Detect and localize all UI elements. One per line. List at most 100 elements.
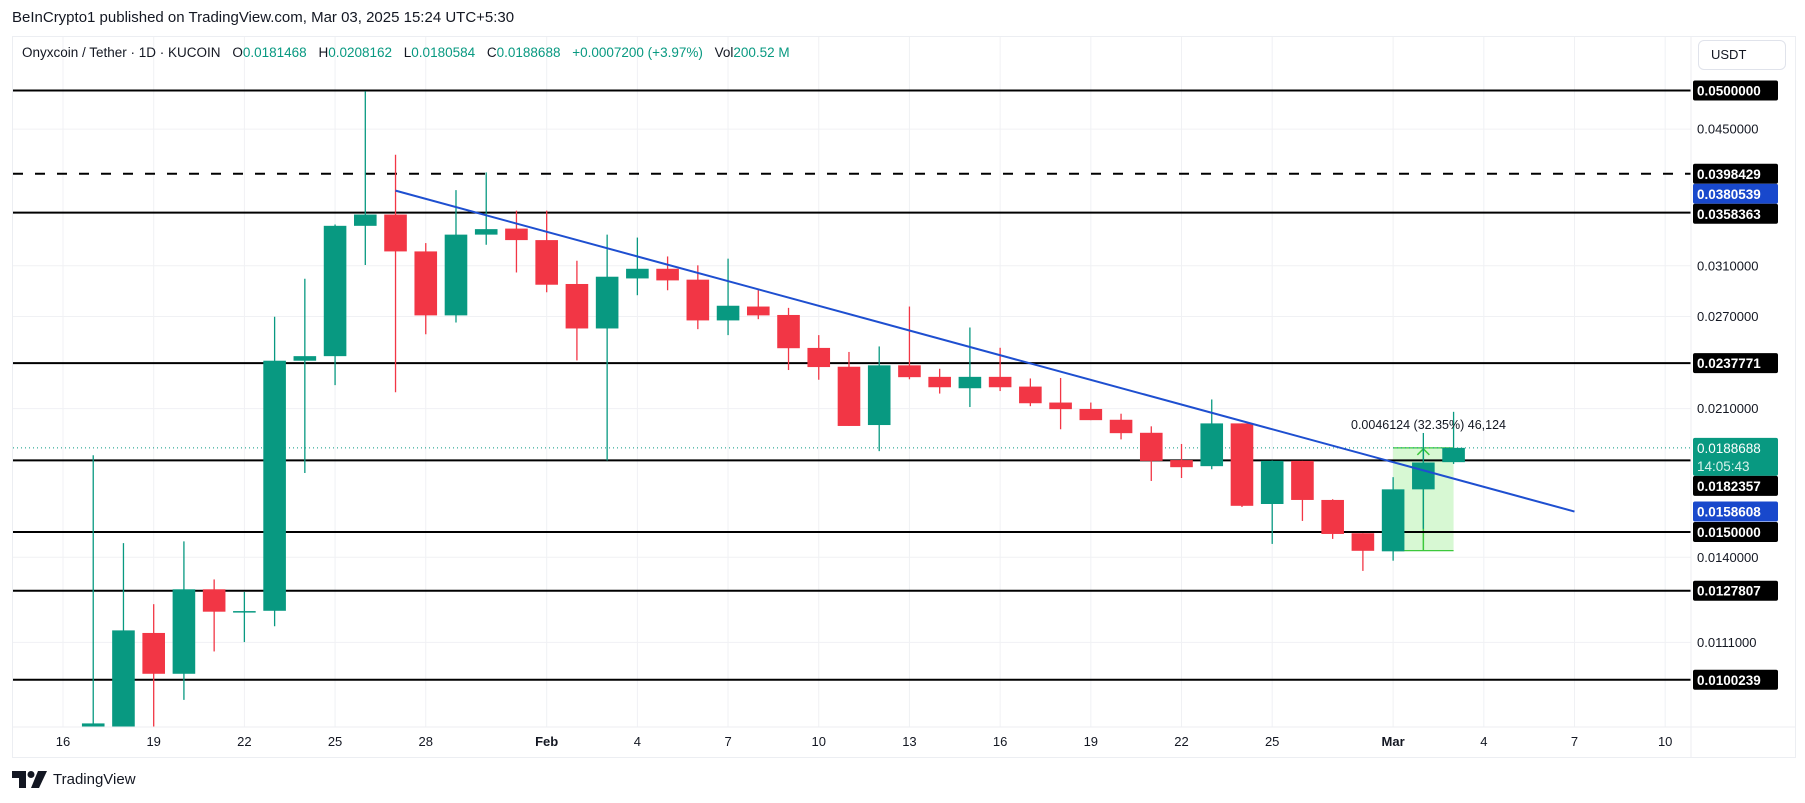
trendline[interactable] xyxy=(395,189,1575,513)
price-label-text: 0.0158608 xyxy=(1697,505,1761,520)
candle-body xyxy=(112,630,135,727)
candle-body xyxy=(1442,447,1465,463)
time-axis[interactable]: 16 19 22 25 28 Feb 4 7 10 13 16 19 22 25 Mar 4 7 10 xyxy=(56,734,1673,749)
candle-up xyxy=(474,172,498,245)
candle-body xyxy=(505,228,528,241)
price-tick-label: 0.0140000 xyxy=(1697,550,1758,565)
candle-body xyxy=(444,234,468,316)
time-tick-label: 7 xyxy=(1571,734,1578,749)
candle-body xyxy=(867,365,891,426)
time-tick-label: Feb xyxy=(535,734,558,749)
price-label-box xyxy=(1693,475,1778,496)
candle-down xyxy=(1170,443,1193,478)
candle-body xyxy=(898,365,921,378)
price-tick-label: 0.0210000 xyxy=(1697,401,1758,416)
price-tick-label: 0.0111000 xyxy=(1697,635,1757,650)
price-label-box xyxy=(1693,437,1778,476)
candle-body xyxy=(716,305,740,321)
open-value: 0.0181468 xyxy=(242,45,307,60)
candle-body xyxy=(1230,423,1254,506)
time-tick-label: 10 xyxy=(1658,734,1672,749)
level-price-label: 0.0237771 xyxy=(1693,353,1778,374)
chart-panel xyxy=(12,36,1796,758)
candle-body xyxy=(414,251,438,316)
high-value: 0.0208162 xyxy=(328,45,393,60)
candle-down xyxy=(807,335,831,380)
candle-body xyxy=(233,611,256,613)
candle-down xyxy=(898,306,921,380)
price-labels: 0.0500000 0.0398429 0.0380539 0.0358363 0.02… xyxy=(1693,80,1778,690)
level-price-label: 0.0398429 xyxy=(1693,163,1778,184)
candle-body xyxy=(1412,462,1435,490)
candle-body xyxy=(1351,533,1375,551)
candle-down xyxy=(142,604,165,727)
candle-body xyxy=(595,276,619,329)
candle-body xyxy=(746,306,770,316)
candle-body xyxy=(263,360,286,611)
candle-body xyxy=(384,214,407,252)
low-value: 0.0180584 xyxy=(411,45,476,60)
time-tick-label: 28 xyxy=(419,734,433,749)
candle-body xyxy=(202,589,226,612)
level-price-label: 0.0100239 xyxy=(1693,669,1778,690)
price-tick-label: 0.0310000 xyxy=(1697,258,1758,273)
candle-up xyxy=(716,258,740,336)
candle-down xyxy=(1049,377,1072,430)
level-price-label: 0.0182357 xyxy=(1693,475,1778,496)
candle-down xyxy=(746,288,770,320)
change-value: +0.0007200 (+3.97%) xyxy=(572,45,703,60)
price-label-text: 0.0237771 xyxy=(1697,356,1761,371)
candle-down xyxy=(686,265,710,330)
price-label-text: 0.0182357 xyxy=(1697,479,1761,494)
price-label-text: 0.0380539 xyxy=(1697,187,1761,202)
price-axis[interactable]: 0.0450000 0.0310000 0.0270000 0.0210000 0.01… xyxy=(1697,122,1758,650)
candle-body xyxy=(535,240,558,285)
plot-area xyxy=(13,89,1691,727)
time-tick-label: 19 xyxy=(146,734,160,749)
currency-button[interactable]: USDT xyxy=(1698,40,1786,70)
candle-body xyxy=(323,225,347,357)
candle-body xyxy=(1139,432,1163,461)
candle-down xyxy=(202,579,226,652)
candle-body xyxy=(1381,489,1405,552)
candle-up xyxy=(444,190,468,323)
time-tick-label: 13 xyxy=(902,734,916,749)
candle-down xyxy=(1109,413,1133,440)
candle-down xyxy=(1321,499,1344,539)
candle-body xyxy=(1079,408,1103,421)
time-tick-label: 4 xyxy=(1480,734,1487,749)
level-price-label: 0.0127807 xyxy=(1693,580,1778,601)
time-tick-label: 19 xyxy=(1084,734,1098,749)
candle-body xyxy=(81,723,105,727)
candle-body xyxy=(988,376,1012,388)
candle-down xyxy=(837,351,861,426)
candle-down xyxy=(928,368,951,394)
high-label: H xyxy=(318,45,329,60)
candle-up xyxy=(1442,411,1465,464)
candle-body xyxy=(1321,499,1344,534)
candle-down xyxy=(384,154,407,393)
candle-down xyxy=(1291,460,1314,521)
descending-trendline xyxy=(395,189,1575,513)
symbol-name[interactable]: Onyxcoin / Tether · 1D · KUCOIN xyxy=(22,45,221,60)
candle-body xyxy=(928,376,951,388)
candle-down xyxy=(505,210,528,273)
price-label-text: 0.0358363 xyxy=(1697,207,1761,222)
price-label-box xyxy=(1693,183,1778,204)
candle-up xyxy=(263,316,286,627)
candle-body xyxy=(293,356,317,361)
candle-body xyxy=(1170,460,1193,468)
price-label-box xyxy=(1693,203,1778,224)
level-price-label: 0.0358363 xyxy=(1693,203,1778,224)
price-label-box xyxy=(1693,580,1778,601)
candle-up xyxy=(958,327,982,408)
candle-up xyxy=(81,455,105,727)
tradingview-logo[interactable]: TradingView xyxy=(12,771,136,788)
open-label: O xyxy=(232,45,243,60)
candle-down xyxy=(1351,533,1375,571)
close-label: C xyxy=(486,45,497,60)
candle-body xyxy=(1109,419,1133,434)
candle-body xyxy=(1200,423,1224,467)
candle-body xyxy=(142,632,165,674)
